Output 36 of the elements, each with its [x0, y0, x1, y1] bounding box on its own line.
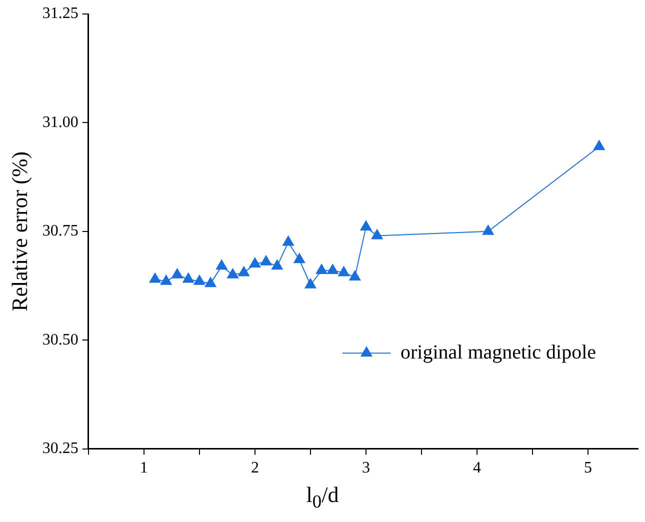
legend-label: original magnetic dipole: [400, 341, 596, 364]
point: [294, 253, 306, 264]
y-axis-title: Relative error (%): [6, 151, 32, 312]
point: [249, 258, 261, 268]
point: [227, 268, 238, 278]
x-tick-label: 3: [362, 460, 370, 477]
point: [149, 272, 161, 283]
y-tick-label: 30.50: [42, 331, 78, 348]
point: [282, 236, 294, 246]
x-tick-label: 5: [584, 460, 592, 477]
y-tick-label: 30.75: [42, 222, 78, 240]
point: [338, 266, 350, 276]
point: [593, 140, 605, 150]
point: [482, 224, 494, 235]
y-tick-label: 31.00: [42, 114, 78, 131]
y-tick-label: 30.25: [42, 440, 78, 458]
point: [182, 272, 194, 283]
y-tick-label: 31.25: [42, 5, 78, 22]
x-tick-label: 2: [250, 460, 259, 477]
x-axis-title: l$_{0}$/d: [305, 482, 340, 512]
point: [172, 268, 183, 278]
point: [360, 220, 372, 231]
point: [271, 260, 283, 270]
point: [316, 264, 328, 274]
point: [371, 229, 383, 240]
x-tick-label: 4: [473, 460, 482, 477]
point: [216, 260, 228, 270]
point: [204, 277, 216, 288]
point: [238, 266, 250, 276]
point: [194, 274, 206, 285]
point: [326, 264, 338, 274]
point: [260, 255, 272, 266]
x-tick-label: 1: [140, 460, 148, 477]
point: [304, 278, 316, 288]
point: [160, 274, 172, 285]
point: [349, 270, 361, 281]
